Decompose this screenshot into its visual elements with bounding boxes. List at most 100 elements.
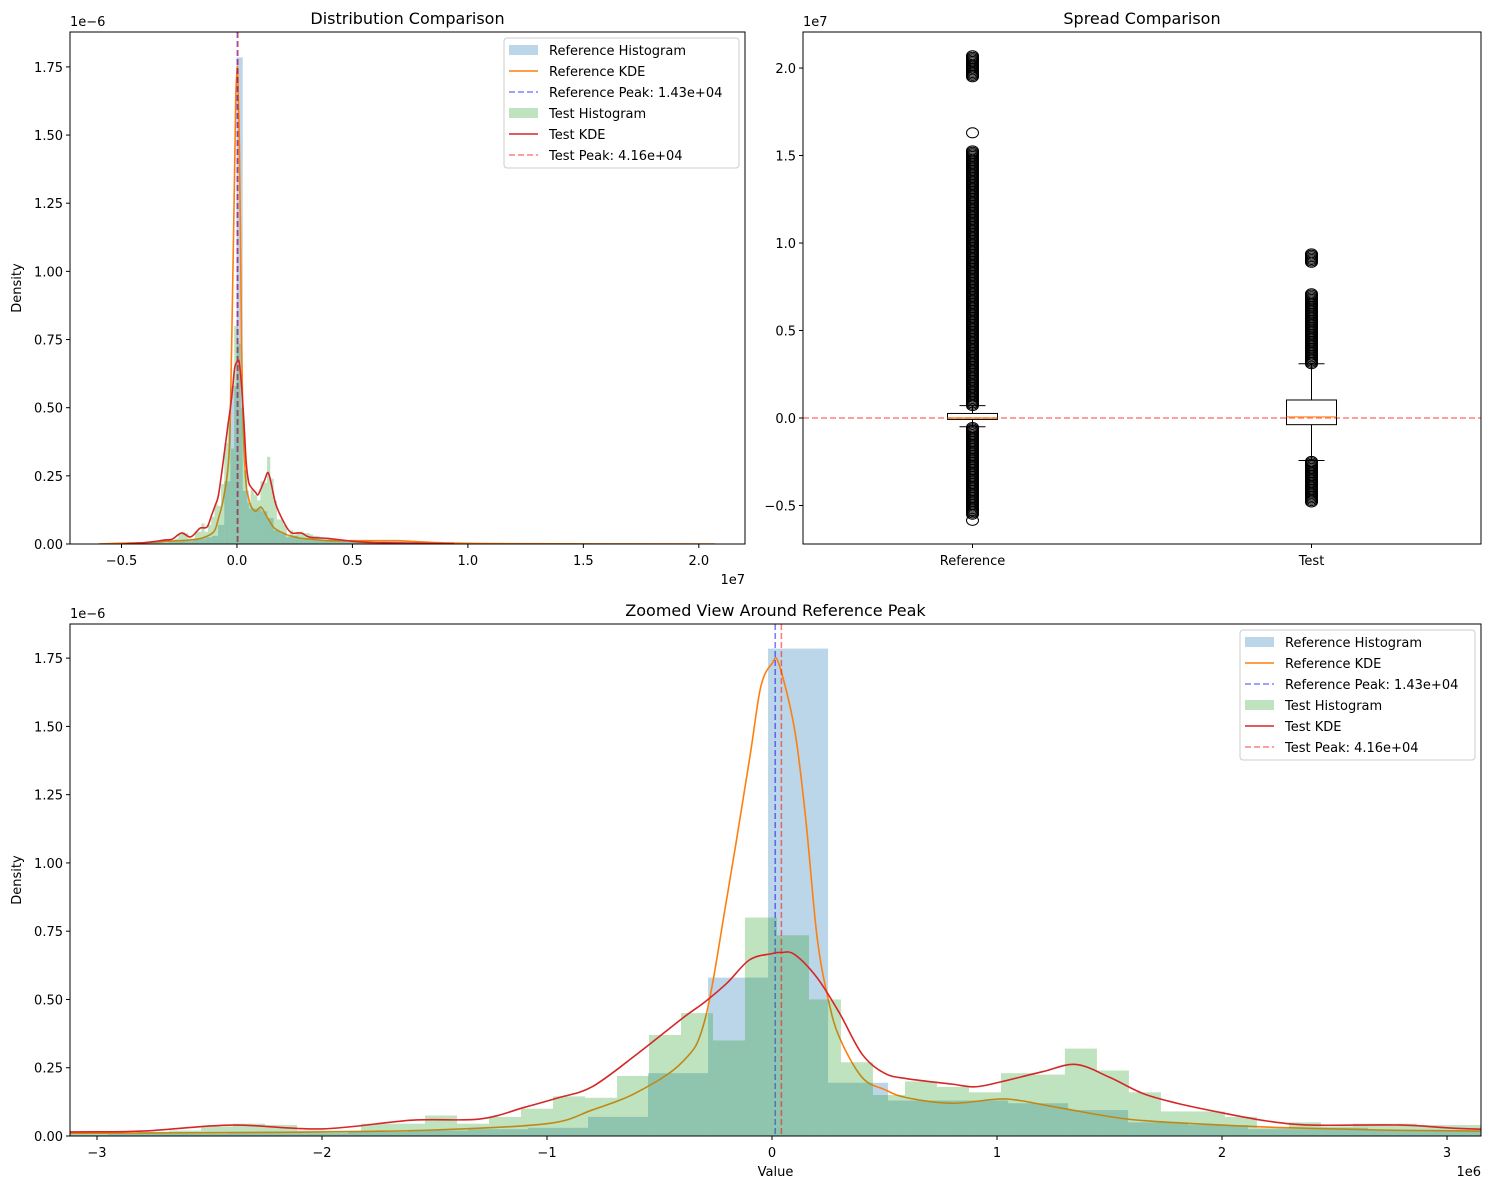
test-histogram-bar [191,538,195,544]
legend-item: Reference Peak: 1.43e+04 [1245,678,1458,693]
test-histogram-bar [358,542,363,544]
test-histogram-bar [648,1034,681,1136]
test-histogram-bar [339,541,343,544]
test-histogram-bar [237,343,241,544]
test-histogram-bar [520,1108,553,1136]
reference-histogram-bar [304,538,311,544]
test-histogram-bar [904,1081,937,1136]
test-histogram-bar [211,516,215,544]
test-histogram-bar [840,1062,873,1136]
x-tick-label: 2.0 [688,554,709,569]
reference-histogram-bar [287,1133,348,1136]
y-tick-label: 0.5 [775,325,796,340]
y-tick-label: 1.00 [34,857,63,872]
test-histogram-bar [322,538,327,544]
outlier-point [1305,248,1318,260]
legend-patch-icon [1245,700,1274,710]
reference-histogram-bar [167,1133,228,1136]
test-histogram-bar [1320,1126,1353,1136]
test-histogram-bar [1064,1048,1097,1136]
outlier-point [966,514,979,526]
legend-item: Reference Peak: 1.43e+04 [509,86,722,101]
test-histogram-bar [221,484,225,544]
legend: Reference Histogram Reference KDE Referenc… [1239,629,1476,761]
legend-label: Reference Histogram [1285,636,1422,651]
test-histogram-bar [217,505,222,544]
test-histogram-bar [332,539,336,544]
boxplot-reference [947,50,998,526]
test-histogram-bar [214,504,218,544]
x-tick-label: 3 [1443,1146,1451,1161]
test-histogram-bar [171,539,176,544]
reference-histogram-bar [322,540,329,544]
reference-histogram-bar [211,535,219,544]
y-tick-label: 0.75 [34,334,63,349]
test-histogram-bar [342,541,346,544]
legend-label: Reference Peak: 1.43e+04 [549,86,722,101]
test-histogram-bar [1128,1092,1161,1136]
y-tick-label: 0.00 [34,538,63,553]
legend-item: Test Peak: 4.16e+04 [1245,741,1419,756]
test-histogram-bar [393,1123,426,1136]
legend-item: Test KDE [509,128,605,143]
legend-box [503,37,740,169]
x-tick-label: 1.0 [458,554,479,569]
y-tick-label: 0.25 [34,470,63,485]
reference-histogram-bar [310,539,317,544]
test-histogram-bar [181,531,185,544]
reference-histogram-bar [144,542,151,544]
test-histogram-bar [303,533,307,544]
y-tick-label: 0.50 [34,993,63,1008]
test-histogram-bar [280,519,284,544]
test-histogram-bar [227,421,231,544]
test-histogram-bar [352,542,356,544]
reference-histogram-bar [588,1116,649,1136]
legend-label: Reference KDE [1285,657,1381,672]
test-histogram-bar [244,470,248,544]
test-histogram-bar [936,1086,969,1136]
test-histogram-bar [286,535,291,544]
test-histogram-bar [247,503,251,544]
reference-histogram-bar [347,1131,409,1136]
reference-histogram-bar [230,385,237,544]
outlier-point [1305,288,1318,300]
outlier-point [966,145,979,157]
test-histogram-bar [158,541,162,544]
legend-item: Reference Histogram [509,44,686,59]
test-histogram-bar [1000,1073,1033,1136]
test-histogram-bar [316,535,320,544]
legend-item: Reference KDE [1245,657,1381,672]
test-histogram-bar [260,481,264,544]
test-histogram-bar [1416,1125,1449,1136]
plot-area [803,50,1481,526]
test-histogram-bar [872,1095,905,1136]
legend-label: Reference KDE [549,65,645,80]
y-tick-label: 1.50 [34,129,63,144]
x-tick-label: −2 [312,1146,331,1161]
reference-histogram-bar [768,648,829,1136]
test-histogram-bar [329,539,333,544]
test-histogram-bar [263,482,268,544]
x-tick-label: 1.5 [573,554,594,569]
y-tick-label: 1.5 [775,150,796,165]
y-tick-label: 0.75 [34,925,63,940]
test-histogram-bar [175,538,179,544]
test-histogram-bar [457,1123,490,1136]
test-histogram-bar [1096,1070,1129,1136]
test-histogram-bar [257,500,261,544]
reference-histogram-bar [353,541,360,544]
x-offset-label: 1e7 [720,573,745,588]
reference-histogram-bar [224,481,231,544]
legend-label: Test Peak: 4.16e+04 [1284,741,1419,756]
legend-label: Test KDE [548,128,605,143]
y-tick-label: 1.75 [34,61,63,76]
x-tick-label: 0 [768,1146,776,1161]
x-tick-label: 0.5 [342,554,363,569]
test-kde-line [121,359,455,544]
test-histogram-bar [161,541,166,544]
outlier-point [966,127,979,139]
test-histogram-bar [1224,1116,1257,1136]
test-histogram-bar [233,1123,266,1136]
reference-histogram-bar [168,541,175,544]
